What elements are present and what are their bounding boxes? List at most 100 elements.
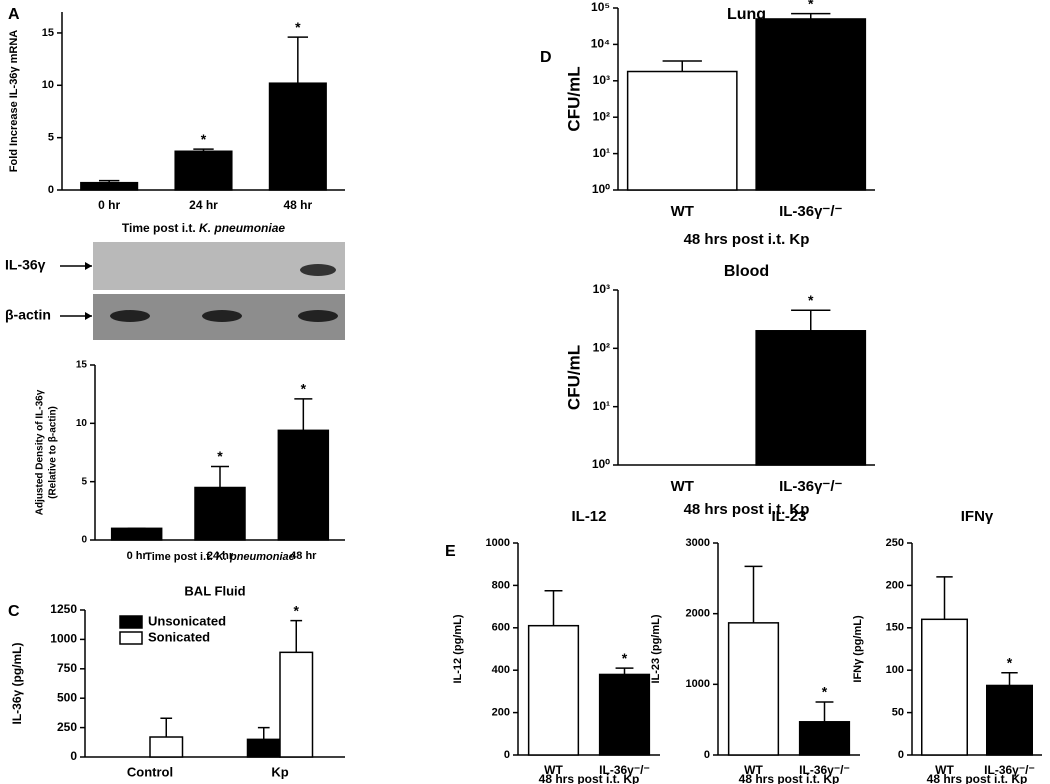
legend-label: Sonicated bbox=[148, 629, 210, 644]
chart-panel: 0 50 100 150 200 250 IFNγ IFNγ (pg/mL) 48 hrs po… bbox=[852, 508, 1042, 784]
significance: * bbox=[808, 292, 814, 308]
y-axis-label: CFU/mL bbox=[564, 345, 583, 410]
blot-band bbox=[300, 264, 336, 276]
x-axis-label: 48 hrs post i.t. Kp bbox=[684, 231, 810, 248]
error-bar bbox=[257, 726, 270, 740]
panel-label: E bbox=[445, 543, 456, 560]
legend-swatch bbox=[119, 631, 143, 645]
bar bbox=[986, 684, 1033, 756]
bar bbox=[194, 486, 246, 541]
x-axis-label-part: 48 hrs post i.t. Kp bbox=[927, 772, 1028, 784]
error-bar bbox=[160, 717, 173, 738]
bar bbox=[149, 736, 184, 758]
y-tick-label: 10² bbox=[593, 109, 610, 123]
x-axis-label-part: K. pneumoniae bbox=[199, 221, 285, 235]
chart-title: IL-23 bbox=[771, 508, 806, 525]
y-tick-label: 3000 bbox=[686, 537, 710, 549]
y-tick-label: 15 bbox=[42, 27, 54, 39]
bar bbox=[798, 721, 851, 756]
y-axis-label: IL-36γ (pg/mL) bbox=[10, 642, 24, 724]
y-tick-label: 1250 bbox=[50, 602, 77, 616]
y-tick-label: 0 bbox=[70, 749, 77, 763]
y-tick-label: 200 bbox=[886, 579, 904, 591]
x-axis-label-part: 48 hrs post i.t. Kp bbox=[684, 501, 810, 518]
error-bar bbox=[615, 667, 634, 675]
y-axis-label: Adjusted Density of IL-36γ bbox=[35, 389, 46, 515]
bar bbox=[921, 618, 968, 756]
y-tick-label: 5 bbox=[81, 476, 87, 487]
chart-panel: 10⁰ 10¹ 10² 10³ Blood CFU/mL 48 hrs post i.t. … bbox=[564, 263, 875, 518]
chart-title: IFNγ bbox=[961, 508, 994, 525]
blot-band bbox=[298, 310, 338, 322]
x-axis-label: Time post i.t. K. pneumoniae bbox=[145, 551, 295, 563]
y-tick-label: 1000 bbox=[686, 678, 710, 690]
y-tick-label: 1000 bbox=[50, 632, 77, 646]
bar bbox=[727, 622, 780, 756]
error-bar bbox=[791, 309, 831, 331]
chart-title: BAL Fluid bbox=[184, 583, 245, 598]
chart-panel: 0 1000 2000 3000 IL-23 IL-23 (pg/mL) 48 hrs po… bbox=[650, 508, 860, 784]
x-axis-label-part: Time post i.t. bbox=[122, 221, 199, 235]
significance: * bbox=[822, 684, 828, 700]
y-tick-label: 200 bbox=[492, 707, 510, 719]
x-axis-label-part: 48 hrs post i.t. Kp bbox=[739, 772, 840, 784]
x-tick-label: Control bbox=[127, 764, 173, 779]
y-tick-label: 10¹ bbox=[593, 146, 610, 160]
error-bar bbox=[815, 701, 834, 722]
significance: * bbox=[217, 448, 223, 464]
bar bbox=[279, 651, 314, 758]
y-axis-label: IFNγ (pg/mL) bbox=[852, 615, 864, 683]
x-axis-label: Time post i.t. K. pneumoniae bbox=[122, 221, 285, 235]
x-tick-label: WT bbox=[671, 478, 694, 495]
panel-label: C bbox=[8, 603, 20, 620]
bar bbox=[246, 738, 281, 758]
significance: * bbox=[301, 381, 307, 397]
y-axis-label: IL-23 (pg/mL) bbox=[650, 614, 662, 683]
x-tick-label: IL-36γ⁻/⁻ bbox=[779, 203, 842, 220]
y-tick-label: 10² bbox=[593, 341, 610, 355]
error-bar bbox=[290, 619, 303, 653]
y-tick-label: 0 bbox=[504, 749, 510, 761]
error-bar bbox=[744, 565, 763, 623]
x-axis-label: 48 hrs post i.t. Kp bbox=[684, 501, 810, 518]
chart-title: IL-12 bbox=[571, 508, 606, 525]
chart-title: Blood bbox=[724, 263, 769, 280]
y-tick-label: 10³ bbox=[593, 73, 610, 87]
legend-label: Unsonicated bbox=[148, 613, 226, 628]
x-tick-label: Kp bbox=[271, 764, 288, 779]
x-axis-label-part: Time post i.t. bbox=[145, 551, 216, 563]
western-blot: IL-36γ β-actin bbox=[5, 242, 345, 340]
bar bbox=[755, 330, 867, 466]
x-axis-label-part: 48 hrs post i.t. Kp bbox=[684, 231, 810, 248]
y-axis-label: IL-12 (pg/mL) bbox=[452, 614, 464, 683]
y-tick-label: 0 bbox=[704, 749, 710, 761]
bar bbox=[174, 150, 233, 191]
y-tick-label: 250 bbox=[886, 537, 904, 549]
x-tick-label: WT bbox=[544, 763, 563, 777]
panel-label: A bbox=[8, 6, 20, 23]
bar bbox=[110, 527, 163, 541]
significance: * bbox=[201, 131, 207, 147]
error-bar bbox=[662, 60, 702, 72]
y-tick-label: 10 bbox=[76, 418, 88, 429]
y-tick-label: 15 bbox=[76, 360, 88, 371]
y-tick-label: 2000 bbox=[686, 608, 710, 620]
error-bar bbox=[1001, 671, 1018, 686]
error-bar bbox=[287, 36, 309, 84]
y-tick-label: 500 bbox=[57, 690, 77, 704]
y-tick-label: 800 bbox=[492, 579, 510, 591]
y-tick-label: 10⁴ bbox=[591, 37, 610, 51]
error-bar bbox=[544, 589, 563, 626]
bar bbox=[277, 429, 330, 541]
y-tick-label: 600 bbox=[492, 622, 510, 634]
y-tick-label: 0 bbox=[48, 184, 54, 196]
arrow-head bbox=[85, 312, 92, 320]
legend-swatch bbox=[119, 615, 143, 629]
y-tick-label: 10⁰ bbox=[592, 182, 610, 196]
y-tick-label: 50 bbox=[892, 707, 904, 719]
x-tick-label: IL-36γ⁻/⁻ bbox=[779, 478, 842, 495]
x-tick-label: 24 hr bbox=[189, 198, 218, 212]
y-axis-label: CFU/mL bbox=[564, 66, 583, 131]
x-tick-label: IL-36γ⁻/⁻ bbox=[984, 763, 1035, 777]
